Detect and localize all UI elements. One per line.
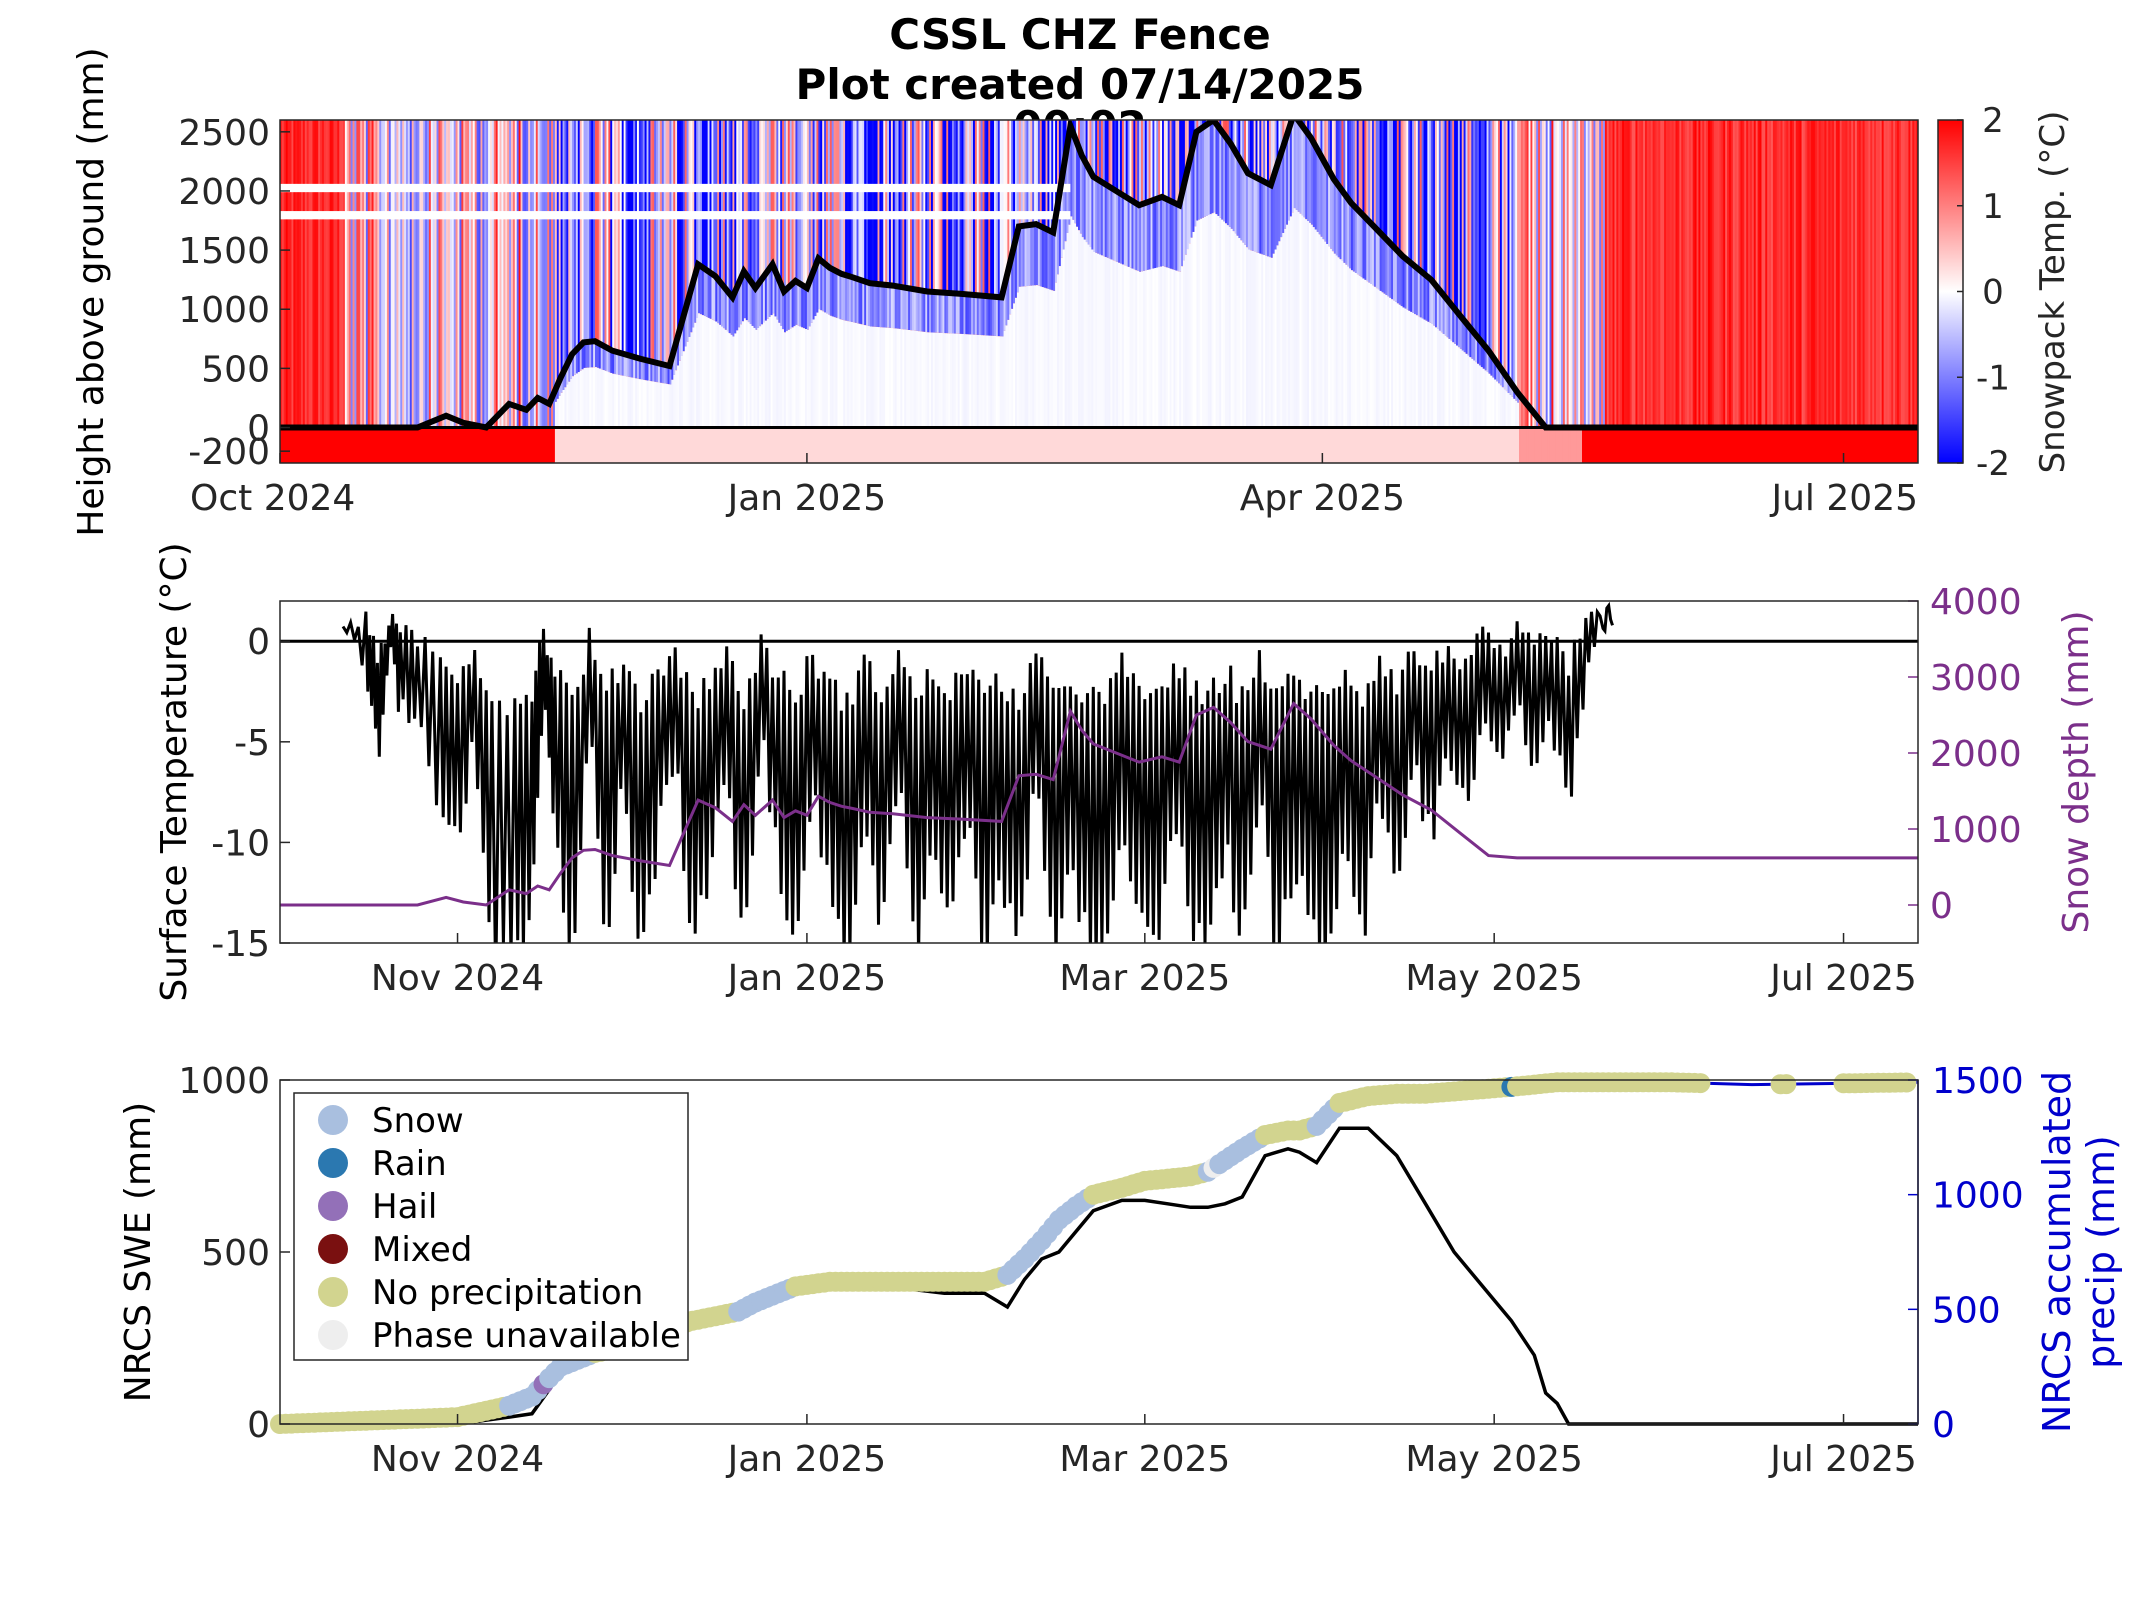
y-tick-label: 1000 — [178, 290, 270, 331]
y-axis-label: Surface Temperature (°C) — [154, 542, 195, 1001]
x-tick-label: Jan 2025 — [726, 478, 887, 519]
x-tick-label: Mar 2025 — [1059, 1439, 1230, 1480]
legend-label: Rain — [372, 1144, 447, 1184]
sensor-gap-band — [280, 211, 1071, 220]
y2-tick-label: 4000 — [1930, 582, 2022, 623]
x-tick-label: Nov 2024 — [371, 1439, 544, 1480]
y-tick-label: 0 — [247, 409, 270, 450]
temperature-plot: 0 -5 -10 -15 4000 3000 2000 1000 0 Nov 2024 Jan 20… — [154, 542, 2097, 1001]
colorbar-tick-label: 1 — [1982, 187, 2004, 227]
y-axis-label: Height above ground (mm) — [71, 47, 112, 536]
x-tick-label: Jan 2025 — [726, 958, 887, 999]
legend-marker — [318, 1148, 348, 1178]
y-tick-label: -5 — [234, 723, 270, 764]
y-tick-label: 500 — [201, 349, 270, 390]
x-tick-label: Jul 2025 — [1768, 1439, 1917, 1480]
legend-label: Hail — [372, 1187, 437, 1227]
y2-tick-label: 0 — [1932, 1405, 1955, 1446]
y-tick-label: 1000 — [178, 1061, 270, 1102]
y-tick-label: 0 — [247, 622, 270, 663]
y-tick-label: 500 — [201, 1233, 270, 1274]
y-tick-label: 1500 — [178, 231, 270, 272]
x-tick-label: May 2025 — [1405, 958, 1583, 999]
snow-depth-line — [280, 701, 1918, 907]
y2-tick-label: 1000 — [1932, 1176, 2024, 1217]
phase-marker — [1690, 1073, 1711, 1094]
colorbar-tick-label: -2 — [1976, 444, 2010, 484]
x-tick-label: May 2025 — [1405, 1439, 1583, 1480]
y2-tick-label: 3000 — [1930, 658, 2022, 699]
x-tick-label: Jan 2025 — [726, 1439, 887, 1480]
y-tick-label: -15 — [211, 924, 270, 965]
x-tick-label: Jul 2025 — [1768, 958, 1917, 999]
x-tick-label: Jul 2025 — [1770, 478, 1919, 519]
y-tick-label: 0 — [247, 1405, 270, 1446]
y2-tick-label: 1500 — [1932, 1061, 2024, 1102]
temperature-axes — [279, 600, 1919, 944]
legend-box — [293, 1092, 689, 1361]
figure-title: CSSL CHZ Fence — [889, 10, 1271, 59]
snow-depth-line — [280, 120, 1918, 431]
legend-marker — [318, 1105, 348, 1135]
x-tick-label: Apr 2025 — [1240, 478, 1405, 519]
legend-marker — [318, 1234, 348, 1264]
heatmap-axes — [279, 119, 1919, 464]
colorbar-tick-label: -1 — [1976, 358, 2010, 398]
legend-label: No precipitation — [372, 1273, 643, 1313]
colorbar-tick-label: 0 — [1982, 273, 2004, 313]
x-tick-label: Mar 2025 — [1059, 958, 1230, 999]
phase-marker — [1896, 1072, 1917, 1093]
swe-axes — [279, 1079, 1919, 1425]
colorbar-tick-label: 2 — [1982, 101, 2004, 141]
legend-label: Mixed — [372, 1230, 472, 1270]
legend-marker — [318, 1191, 348, 1221]
surface-temperature-line — [341, 601, 1614, 943]
y-tick-label: 2500 — [178, 113, 270, 154]
y2-tick-label: 0 — [1930, 886, 1953, 927]
swe-plot: 1000 500 0 1500 1000 500 0 Nov 2024 Jan 2025 Mar … — [118, 1061, 2123, 1480]
legend-marker — [318, 1320, 348, 1350]
y2-tick-label: 500 — [1932, 1290, 2001, 1331]
legend-label: Snow — [372, 1101, 464, 1141]
x-tick-label: Oct 2024 — [190, 478, 355, 519]
colorbar-label: Snowpack Temp. (°C) — [2033, 111, 2073, 474]
y-tick-label: -200 — [188, 432, 270, 473]
sensor-gap-band — [280, 183, 1071, 193]
phase-marker — [1776, 1074, 1797, 1095]
y2-axis-label: Snow depth (mm) — [2056, 610, 2097, 933]
y-tick-label: -10 — [211, 823, 270, 864]
y-axis-label: NRCS SWE (mm) — [118, 1102, 159, 1402]
figure-subtitle: Plot created 07/14/2025 00:02 — [795, 60, 1365, 148]
y2-axis-label: NRCS accumulatedprecip (mm) — [2035, 1071, 2123, 1433]
legend-marker — [318, 1277, 348, 1307]
y2-tick-label: 2000 — [1930, 734, 2022, 775]
y2-tick-label: 1000 — [1930, 810, 2022, 851]
x-tick-label: Nov 2024 — [371, 958, 544, 999]
legend-label: Phase unavailable — [372, 1316, 681, 1356]
y-tick-label: 2000 — [178, 172, 270, 213]
